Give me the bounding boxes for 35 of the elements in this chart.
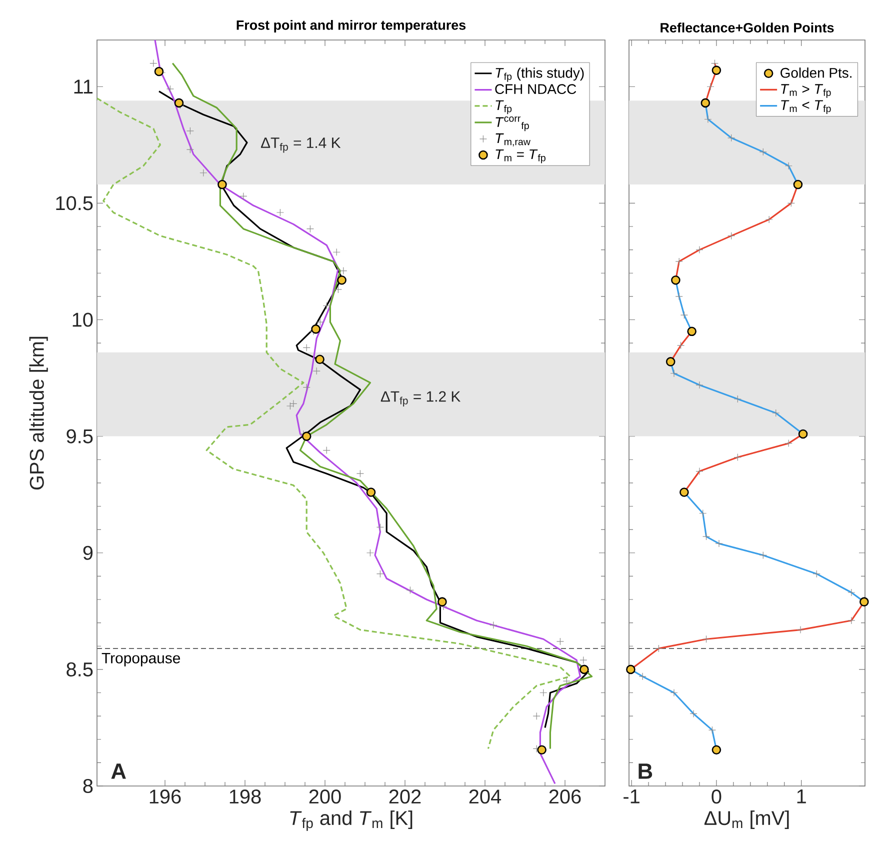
ref-line-label: Tropopause bbox=[102, 652, 180, 666]
x-tick-label: 198 bbox=[230, 790, 261, 804]
x-tick-label: 206 bbox=[549, 790, 581, 804]
y-tick-label: 8 bbox=[83, 778, 93, 794]
legend-label: T$_{m,raw}$ bbox=[496, 133, 530, 146]
y-tick-label: 9.5 bbox=[66, 429, 93, 444]
legend-label: T$_{m}$ > T$_{fp}$ bbox=[781, 84, 831, 98]
chart-title: Frost point and mirror temperatures bbox=[236, 20, 466, 32]
legend-label: CFH NDACC bbox=[495, 84, 576, 94]
x-tick-label: 204 bbox=[469, 790, 502, 804]
legend-label: T$_{m}$ < T$_{fp}$ bbox=[781, 100, 831, 114]
x-axis-title: T$_{fp}$ and T$_{m}$ [K] bbox=[290, 810, 412, 831]
x-axis-title: ΔU$_{m}$ [mV] bbox=[704, 810, 789, 830]
annotation: ΔT$_{fp}$ = 1.4 K bbox=[260, 138, 341, 153]
annotation: ΔT$_{fp}$ = 1.2 K bbox=[380, 391, 461, 406]
y-tick-label: 10 bbox=[72, 312, 93, 327]
x-tick-label: -1 bbox=[624, 790, 640, 804]
y-tick-label: 9 bbox=[83, 546, 93, 560]
legend-label: T$_{fp}$ bbox=[496, 100, 512, 114]
x-tick-label: 0 bbox=[712, 790, 722, 804]
y-axis-title: GPS altitude [km] bbox=[29, 336, 48, 490]
y-tick-label: 10.5 bbox=[56, 196, 93, 210]
legend-label: Golden Pts. bbox=[780, 68, 852, 78]
legend-label: T$^{corr}$fp bbox=[496, 116, 529, 132]
annotation: A bbox=[111, 764, 126, 779]
y-tick-label: 11 bbox=[74, 80, 93, 94]
x-tick-label: 1 bbox=[797, 790, 806, 804]
x-tick-label: 202 bbox=[389, 790, 421, 804]
x-tick-label: 196 bbox=[150, 790, 181, 804]
y-tick-label: 8.5 bbox=[66, 662, 93, 676]
legend-label: T$_{fp}$ (this study) bbox=[496, 68, 584, 82]
chart-title: Reflectance+Golden Points bbox=[660, 22, 834, 32]
annotation: B bbox=[638, 764, 652, 779]
legend-label: T$_{m}$ = T$_{fp}$ bbox=[496, 149, 546, 164]
x-tick-label: 200 bbox=[309, 790, 341, 804]
